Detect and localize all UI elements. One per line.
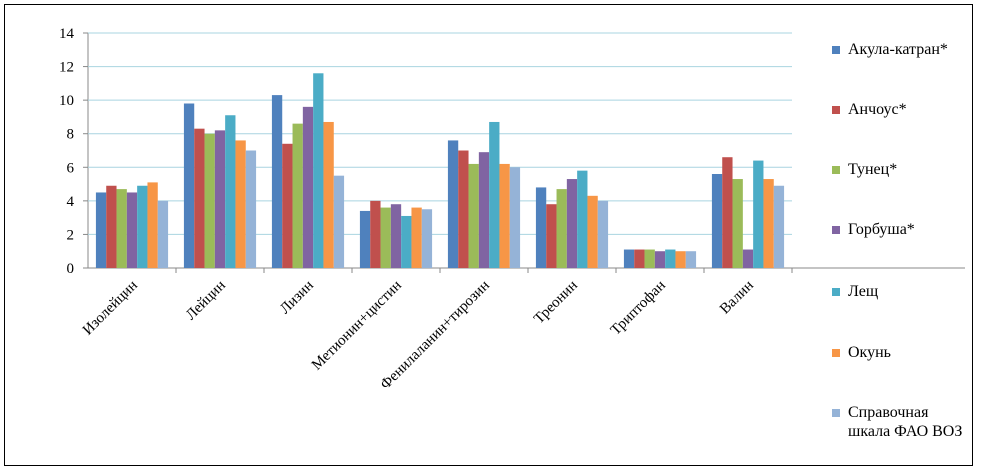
bar	[411, 207, 422, 268]
legend-label: Лещ	[848, 283, 879, 300]
bar	[106, 185, 117, 268]
legend-swatch	[832, 409, 840, 417]
bar	[577, 170, 588, 268]
legend-label: Справочная шкала ФАО ВОЗ	[848, 404, 963, 440]
bar	[302, 106, 314, 268]
bar	[390, 204, 402, 268]
y-tick-label: 8	[67, 127, 75, 143]
legend-item: Горбуша*	[832, 220, 972, 239]
bar	[753, 160, 764, 268]
bar	[634, 249, 645, 268]
bar	[773, 185, 785, 268]
y-tick-label: 10	[59, 93, 74, 109]
bar	[711, 174, 723, 268]
bar	[623, 249, 635, 268]
bar	[116, 189, 127, 268]
bar	[235, 140, 246, 268]
legend-swatch	[832, 226, 840, 234]
bar	[204, 133, 215, 268]
bar	[556, 189, 567, 268]
bar	[370, 200, 381, 268]
bar	[587, 195, 598, 268]
x-tick-label: Изолейцин	[80, 278, 141, 339]
bar	[644, 249, 655, 268]
y-tick-label: 6	[67, 160, 75, 176]
bar	[137, 185, 148, 268]
bar	[380, 207, 391, 268]
bar	[194, 128, 205, 268]
bar	[292, 123, 303, 269]
bar	[323, 121, 334, 268]
bar	[95, 192, 107, 268]
bar	[499, 163, 510, 268]
bar	[478, 152, 490, 268]
legend-item: Анчоус*	[832, 100, 972, 119]
bar	[421, 209, 433, 268]
legend-label: Тунец*	[848, 161, 898, 178]
y-tick-label: 2	[67, 227, 75, 243]
bar	[489, 121, 500, 268]
bar	[763, 179, 774, 268]
legend-swatch	[832, 106, 840, 114]
legend-item: Тунец*	[832, 160, 972, 179]
bar	[245, 150, 257, 268]
legend-label: Акула-катран*	[848, 41, 948, 58]
legend-label: Анчоус*	[848, 101, 907, 118]
y-tick-label: 12	[59, 60, 74, 76]
y-tick-label: 14	[59, 26, 75, 42]
legend-item: Окунь	[832, 343, 972, 362]
x-tick-label: Лизин	[277, 278, 317, 318]
y-tick-label: 0	[67, 261, 75, 277]
bar	[333, 175, 345, 268]
bar	[509, 167, 521, 268]
bar	[597, 200, 609, 268]
legend-item: Лещ	[832, 282, 972, 301]
bar	[535, 187, 547, 268]
x-tick-label: Валин	[717, 278, 757, 318]
bar	[685, 251, 697, 268]
legend-label: Окунь	[848, 344, 891, 361]
bar	[157, 200, 169, 268]
legend-swatch	[832, 46, 840, 54]
bar	[722, 157, 733, 268]
x-tick-label: Триптофан	[608, 278, 669, 339]
bar	[675, 251, 686, 268]
legend-label: Горбуша*	[848, 221, 915, 238]
legend-item: Справочная шкала ФАО ВОЗ	[832, 403, 972, 441]
bar	[147, 182, 158, 268]
bar	[654, 251, 666, 268]
legend-swatch	[832, 349, 840, 357]
bar	[214, 130, 226, 268]
legend-swatch	[832, 166, 840, 174]
x-tick-label: Метионин+цистин	[309, 278, 405, 374]
bar	[447, 140, 459, 268]
chart-frame	[4, 4, 973, 466]
bar	[566, 179, 578, 268]
bar	[282, 143, 293, 268]
x-tick-label: Лейцин	[183, 278, 229, 324]
legend-swatch	[832, 288, 840, 296]
bar	[313, 73, 324, 269]
x-tick-label: Треонин	[531, 278, 581, 328]
bar	[546, 204, 557, 268]
bar	[458, 150, 469, 268]
bar	[183, 103, 195, 268]
legend-item: Акула-катран*	[832, 40, 972, 59]
bar	[271, 95, 283, 268]
y-tick-label: 4	[67, 194, 75, 210]
bar	[468, 163, 479, 268]
bar	[665, 249, 676, 268]
bar	[225, 115, 236, 268]
bar	[126, 192, 138, 268]
bar	[742, 249, 754, 268]
bar	[359, 210, 371, 268]
bar	[401, 215, 412, 268]
bar	[732, 179, 743, 268]
